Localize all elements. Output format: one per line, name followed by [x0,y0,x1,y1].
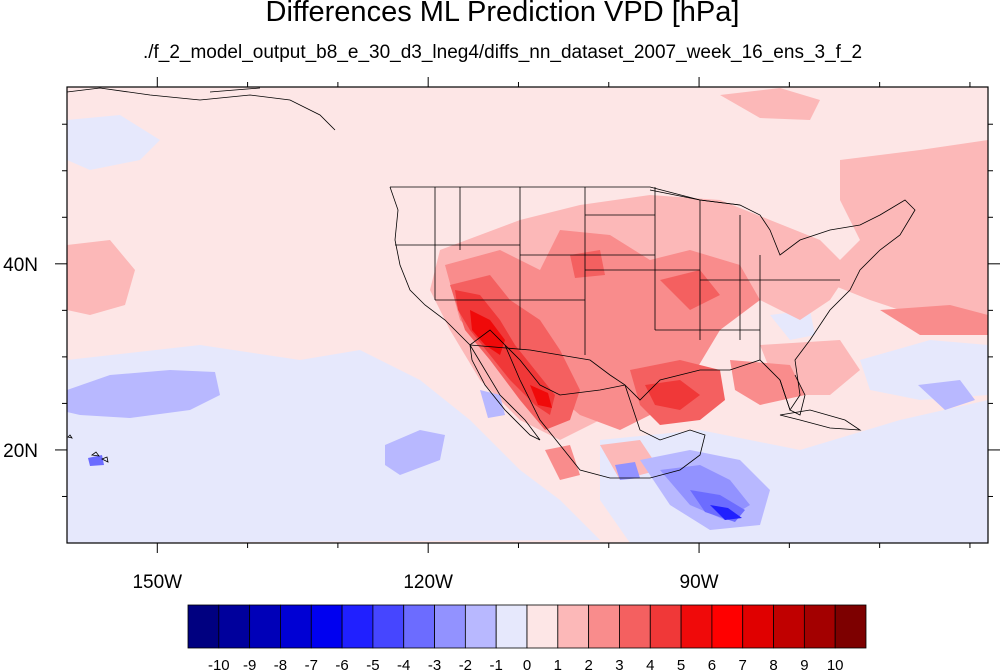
y-tick-label: 40N [3,255,38,276]
contour-patch [720,88,820,120]
colorbar-swatch [249,604,281,649]
y-tick-label: 20N [3,441,38,462]
colorbar-tick-label: 6 [708,657,716,672]
mexico-coastline [504,344,706,479]
colorbar-tick-label: -8 [274,657,287,672]
contour-patch [820,140,988,330]
contour-patch [545,445,580,480]
contour-patch [918,380,975,410]
colorbar-swatch [187,604,220,649]
contour-patch [470,310,505,355]
colorbar-tick-label: 3 [615,657,623,672]
colorbar-swatch [680,604,713,649]
map-axes: 150W 120W 90W 40N 20N [3,77,1000,593]
colorbar-tick-label: 10 [827,657,844,672]
colorbar-tick-label: -3 [428,657,441,672]
colorbar-swatch [649,604,682,649]
colorbar-tick-label: 2 [584,657,592,672]
colorbar-swatch [588,604,620,649]
contour-fill-layer [67,87,988,543]
contour-patch [615,462,640,480]
contour-patch [67,240,135,315]
colorbar-swatch [711,604,744,649]
colorbar-swatch [834,604,867,649]
x-tick-label: 90W [680,572,719,593]
colorbar-tick-label: -2 [459,657,472,672]
state-lines [395,187,840,360]
colorbar-tick-label: -5 [366,657,379,672]
colorbar-tick-label: 4 [646,657,654,672]
colorbar-tick-label: -4 [397,657,410,672]
contour-patch [730,360,805,405]
cuba [779,409,862,431]
colorbar-swatch [403,604,435,649]
baja-peninsula [469,344,541,441]
contour-patch [385,430,445,475]
contour-patch [67,370,220,418]
colorbar-swatch [773,604,805,649]
colorbar-tick-label: 7 [739,657,747,672]
colorbar-swatch [495,604,528,649]
contour-patch [710,505,742,520]
contour-patch [88,455,104,466]
map-frame [66,86,989,544]
colorbar-tick-label: 5 [677,657,685,672]
chart-subtitle: ./f_2_model_output_b8_e_30_d3_lneg4/diff… [142,42,863,63]
map-boundaries [67,87,916,479]
colorbar-tick-label: 8 [769,657,777,672]
contour-patch [600,440,660,480]
contour-patch [880,305,988,335]
florida [779,374,806,416]
colorbar-swatch [464,604,497,649]
colorbar-swatch [526,604,559,649]
contour-patch [645,380,700,410]
contour-patch [67,115,160,170]
contour-patch [480,390,505,418]
colorbar-tick-label: -10 [208,657,230,672]
colorbar-swatch [803,604,836,649]
colorbar-swatch [557,604,590,649]
colorbar-swatch [372,604,405,649]
colorbar-swatch [310,604,343,649]
colorbar-tick-label: 0 [523,657,531,672]
colorbar-tick-label: 1 [554,657,562,672]
colorbar-swatch [619,604,651,649]
colorbar-swatch [218,604,251,649]
colorbar-tick-label: 9 [800,657,808,672]
colorbar-swatch [434,604,466,649]
colorbar-tick-label: -7 [305,657,318,672]
contour-patch [530,385,552,408]
colorbar-swatch [742,604,774,649]
chart-title: Differences ML Prediction VPD [hPa] [265,0,740,28]
colorbar-tick-label: -6 [335,657,348,672]
contour-patch [570,250,605,278]
colorbar-swatch [341,604,374,649]
x-tick-label: 120W [403,572,453,593]
colorbar-swatch [280,604,312,649]
x-tick-label: 150W [132,572,182,593]
hawaii-islands [67,434,109,463]
colorbar: -10 -9 -8 -7 -6 -5 -4 -3 -2 -1 0 1 2 3 4 5 6 7 8 9 10 [187,604,867,672]
alaska-coast [67,87,336,131]
colorbar-tick-label: -9 [243,657,256,672]
colorbar-tick-label: -1 [490,657,503,672]
